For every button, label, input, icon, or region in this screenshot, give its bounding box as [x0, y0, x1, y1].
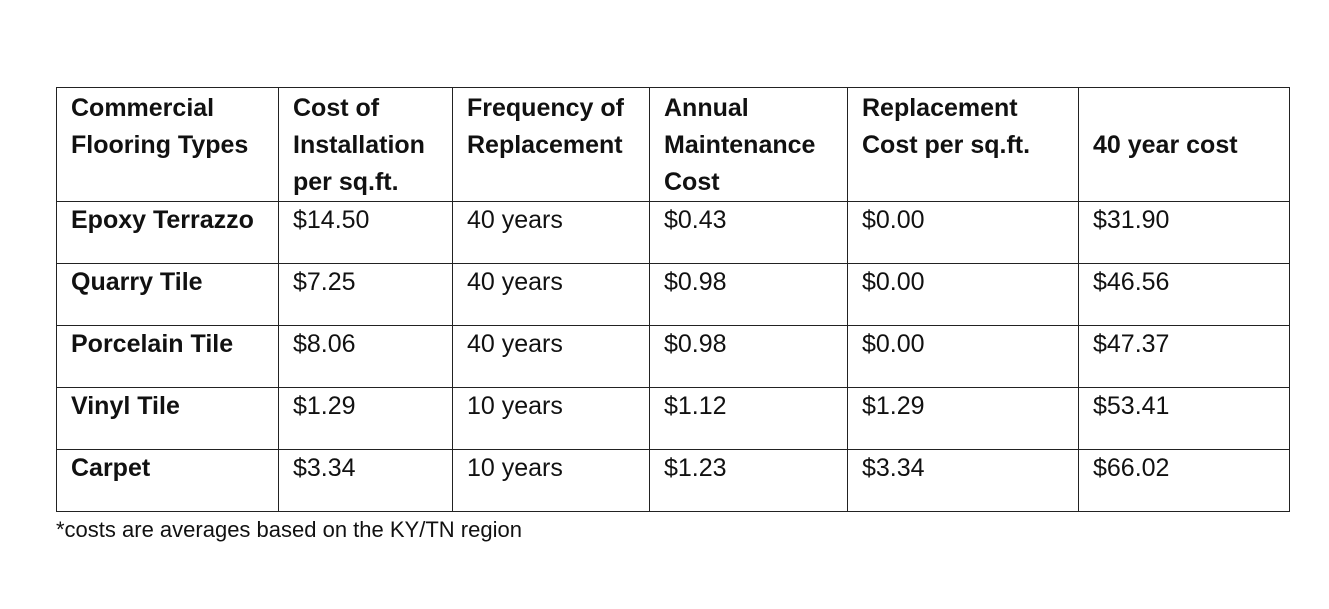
header-annual-maintenance: Annual Maintenance Cost	[649, 87, 848, 202]
table-row: Porcelain Tile $8.06 40 years $0.98 $0.0…	[56, 325, 1290, 388]
header-installation-cost: Cost of Installation per sq.ft.	[278, 87, 453, 202]
frequency-cell: 40 years	[452, 263, 650, 326]
forty-year-cost-cell: $47.37	[1078, 325, 1290, 388]
header-line: Flooring Types	[71, 131, 249, 159]
row-label: Vinyl Tile	[56, 387, 279, 450]
forty-year-cost-cell: $66.02	[1078, 449, 1290, 512]
header-line: Cost	[664, 168, 720, 196]
header-line: per sq.ft.	[293, 168, 399, 196]
header-line: Replacement	[862, 94, 1018, 122]
forty-year-cost-cell: $53.41	[1078, 387, 1290, 450]
maintenance-cost-cell: $0.43	[649, 201, 848, 264]
replacement-cost-cell: $1.29	[847, 387, 1079, 450]
forty-year-cost-cell: $46.56	[1078, 263, 1290, 326]
table-row: Vinyl Tile $1.29 10 years $1.12 $1.29 $5…	[56, 387, 1290, 450]
row-label: Epoxy Terrazzo	[56, 201, 279, 264]
replacement-cost-cell: $0.00	[847, 325, 1079, 388]
table-row: Carpet $3.34 10 years $1.23 $3.34 $66.02	[56, 449, 1290, 512]
table-header-row: Commercial Flooring Types Cost of Instal…	[56, 87, 1290, 202]
frequency-cell: 40 years	[452, 325, 650, 388]
replacement-cost-cell: $0.00	[847, 201, 1079, 264]
installation-cost-cell: $1.29	[278, 387, 453, 450]
header-line: Cost per sq.ft.	[862, 131, 1031, 159]
header-line: Commercial	[71, 94, 215, 122]
table-row: Epoxy Terrazzo $14.50 40 years $0.43 $0.…	[56, 201, 1290, 264]
maintenance-cost-cell: $0.98	[649, 263, 848, 326]
maintenance-cost-cell: $1.12	[649, 387, 848, 450]
flooring-cost-table: Commercial Flooring Types Cost of Instal…	[56, 87, 1290, 512]
footnote: *costs are averages based on the KY/TN r…	[56, 517, 522, 542]
header-flooring-types: Commercial Flooring Types	[56, 87, 279, 202]
header-replacement-cost: Replacement Cost per sq.ft.	[847, 87, 1079, 202]
header-replacement-frequency: Frequency of Replacement	[452, 87, 650, 202]
frequency-cell: 10 years	[452, 449, 650, 512]
maintenance-cost-cell: $1.23	[649, 449, 848, 512]
header-forty-year-cost: 40 year cost	[1078, 87, 1290, 202]
header-line: Cost of	[293, 94, 380, 122]
frequency-cell: 40 years	[452, 201, 650, 264]
row-label: Quarry Tile	[56, 263, 279, 326]
installation-cost-cell: $8.06	[278, 325, 453, 388]
replacement-cost-cell: $3.34	[847, 449, 1079, 512]
header-line: Replacement	[467, 131, 623, 159]
header-line: Installation	[293, 131, 425, 159]
installation-cost-cell: $14.50	[278, 201, 453, 264]
replacement-cost-cell: $0.00	[847, 263, 1079, 326]
header-line: Frequency of	[467, 94, 624, 122]
installation-cost-cell: $7.25	[278, 263, 453, 326]
row-label: Carpet	[56, 449, 279, 512]
maintenance-cost-cell: $0.98	[649, 325, 848, 388]
header-line: Maintenance	[664, 131, 816, 159]
header-line: Annual	[664, 94, 749, 122]
header-line: 40 year cost	[1093, 131, 1238, 159]
row-label: Porcelain Tile	[56, 325, 279, 388]
frequency-cell: 10 years	[452, 387, 650, 450]
installation-cost-cell: $3.34	[278, 449, 453, 512]
forty-year-cost-cell: $31.90	[1078, 201, 1290, 264]
table-row: Quarry Tile $7.25 40 years $0.98 $0.00 $…	[56, 263, 1290, 326]
